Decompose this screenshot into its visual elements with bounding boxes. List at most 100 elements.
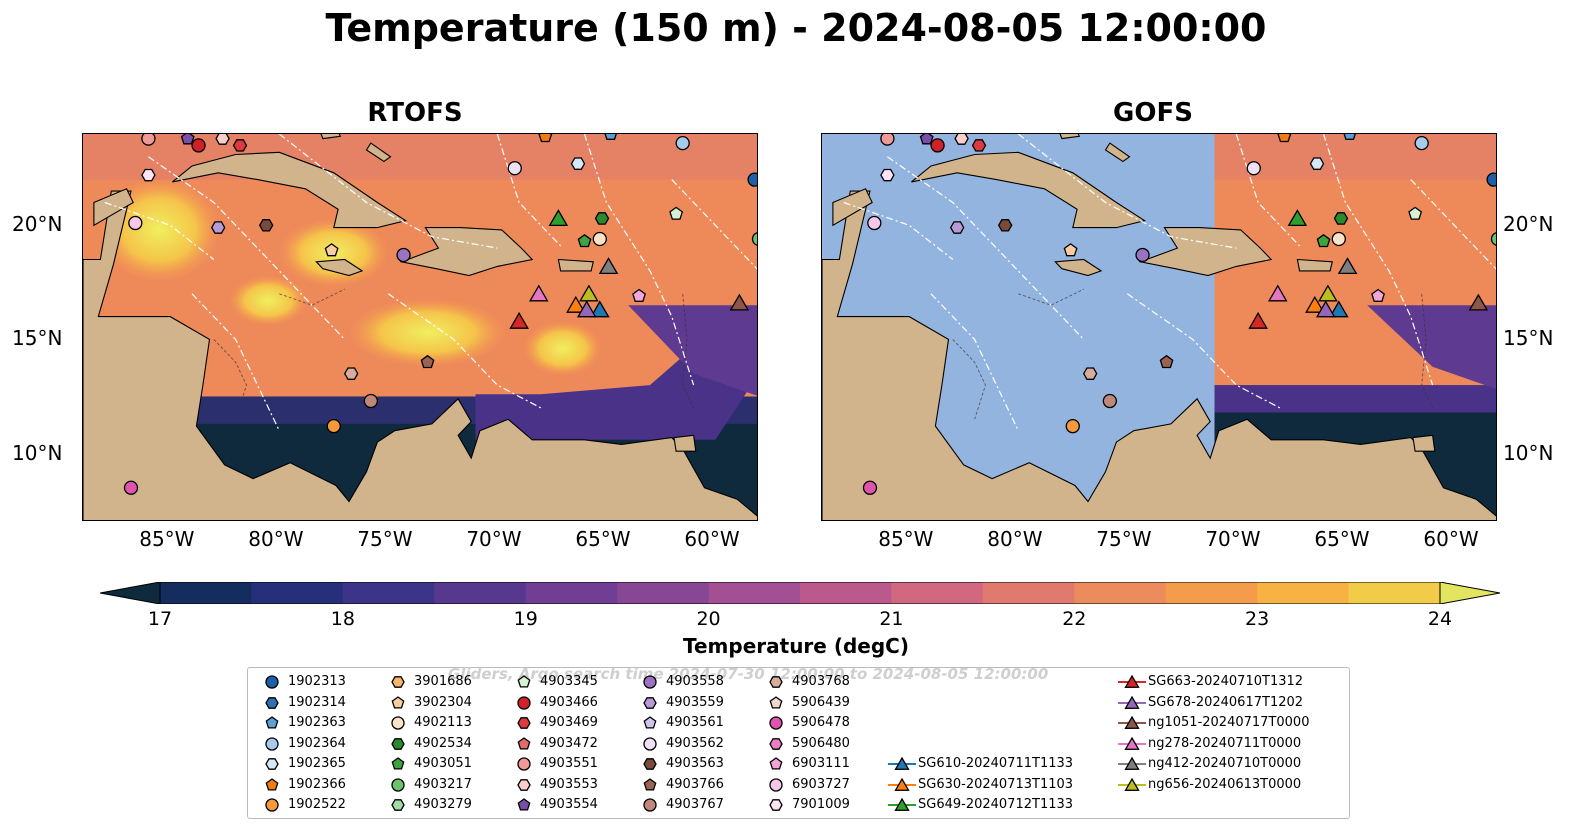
panel-title-rtofs: RTOFS: [367, 98, 463, 128]
legend-marker: [894, 797, 910, 811]
legend-item-label: ng1051-20240717T0000: [1148, 715, 1310, 730]
argo-float-4903767: [363, 393, 378, 409]
argo-float-4903767: [1102, 393, 1117, 409]
lon-tick-label: 85°W: [139, 527, 195, 551]
land-yucatan_peak: [832, 188, 873, 227]
lon-tick-label: 65°W: [1314, 527, 1370, 551]
legend-marker: [643, 758, 657, 770]
legend-marker: [643, 716, 657, 729]
land-bahamas1: [1059, 134, 1081, 140]
hexagon-marker-icon: [391, 676, 405, 688]
legend-item-label: 4903561: [666, 715, 724, 730]
argo-float-4903563: [997, 219, 1013, 232]
legend-marker: [643, 696, 657, 709]
map-canvas-0: [83, 134, 757, 520]
argo-float-4903554: [919, 134, 934, 145]
legend-item-label: 4903562: [666, 735, 724, 751]
legend-marker: [1124, 695, 1140, 709]
legend-item-label: 3901686: [414, 674, 472, 689]
pentagon-marker-icon: [391, 695, 405, 709]
legend-item-label: 4903559: [666, 694, 724, 710]
colorbar-tick-label: 19: [513, 608, 538, 630]
glider-ng412-20240710T0000: [598, 257, 619, 275]
argo-float-1902363: [604, 134, 617, 140]
lon-tick-label: 70°W: [1205, 527, 1261, 551]
argo-float-4903345: [669, 206, 684, 220]
argo-float-4902113: [592, 231, 607, 247]
legend-marker: [769, 716, 783, 730]
argo-float-markers: [123, 134, 757, 495]
legend-watermark: Gliders, Argo search time 2024-07-30 12:…: [448, 665, 1049, 683]
argo-float-4903469: [232, 139, 248, 152]
legend-item-label: 4903767: [666, 797, 724, 812]
lon-tick-label: 75°W: [1096, 527, 1152, 551]
legend-item-label: 4903051: [414, 756, 472, 771]
pentagon-marker-icon: [643, 777, 657, 791]
circle-marker-icon: [517, 757, 531, 771]
legend-marker: [1124, 756, 1140, 770]
colorbar-segment: [251, 582, 344, 604]
map-rtofs: [82, 133, 758, 521]
glider-ng1051-20240717T0000: [1468, 293, 1489, 311]
glider-SG610-20240711T1133: [1329, 300, 1349, 318]
argo-float-4903051: [1316, 233, 1331, 248]
argo-float-1902366: [1277, 134, 1292, 143]
land-jamaica: [1054, 258, 1103, 277]
argo-float-1902363: [1343, 134, 1356, 140]
legend-item-label: 7901009: [792, 797, 850, 812]
circle-marker-icon: [265, 798, 279, 812]
argo-float-7901009: [141, 168, 156, 182]
colorbar-tick-label: 18: [330, 608, 355, 630]
colorbar-segment: [891, 582, 984, 604]
legend-item-label: 5906480: [792, 735, 850, 751]
legend-marker: [769, 695, 783, 709]
legend-item-label: 4902113: [414, 715, 472, 730]
hexagon-marker-icon: [769, 799, 783, 811]
colorbar-segment: [160, 582, 252, 604]
legend-marker: [643, 736, 657, 751]
figure-title: Temperature (150 m) - 2024-08-05 12:00:0…: [325, 6, 1267, 50]
circle-marker-icon: [643, 798, 657, 812]
legend-item-label: 1902365: [288, 756, 346, 771]
land-hispaniola: [399, 227, 534, 277]
legend-item-label: 6903111: [792, 756, 850, 771]
lat-tick-label: 15°N: [1503, 326, 1554, 351]
lon-tick-label: 65°W: [575, 527, 631, 551]
lon-tick-label: 85°W: [878, 527, 934, 551]
glider-ng1051-20240717T0000: [729, 293, 750, 311]
legend-marker: [517, 675, 531, 688]
triangle-marker-icon: [1118, 736, 1146, 750]
legend-marker: [517, 757, 531, 771]
hexagon-marker-icon: [391, 799, 405, 811]
legend-item-label: ng412-20240710T0000: [1148, 756, 1302, 771]
legend-marker: [391, 716, 405, 730]
legend-item-label: 4903766: [666, 776, 724, 792]
colorbar-extend-low: [100, 582, 161, 604]
circle-marker-icon: [391, 777, 405, 792]
legend-marker: [265, 777, 279, 791]
argo-float-5906478: [862, 480, 878, 495]
pentagon-marker-icon: [391, 757, 405, 770]
legend-item-label: 4903553: [540, 776, 598, 792]
glider-ng412-20240710T0000: [1337, 257, 1358, 275]
argo-float-4903768: [343, 367, 359, 380]
argo-float-4902113: [1331, 231, 1346, 247]
argo-float-4903551: [880, 134, 895, 146]
land-puertorico: [557, 258, 594, 272]
argo-float-1902522: [1065, 418, 1080, 434]
glider-SG649-20240712T1133: [548, 209, 569, 227]
legend-item-label: SG663-20240710T1312: [1148, 674, 1304, 689]
hexagon-marker-icon: [769, 676, 783, 688]
circle-marker-icon: [517, 695, 531, 710]
colorbar-tick-label: 22: [1062, 608, 1087, 630]
argo-float-1902313: [747, 172, 757, 187]
lon-tick-label: 70°W: [466, 527, 522, 551]
isobaths: [952, 288, 1434, 420]
colorbar-segment: [982, 582, 1075, 604]
glider-markers: [509, 209, 750, 329]
glider-SG678-20240617T1202: [1315, 300, 1336, 318]
glider-SG663-20240710T1312: [509, 311, 529, 329]
legend-marker: [769, 676, 783, 688]
legend-item-label: SG678-20240617T1202: [1148, 694, 1304, 710]
legend-item-label: 4903469: [540, 715, 598, 730]
